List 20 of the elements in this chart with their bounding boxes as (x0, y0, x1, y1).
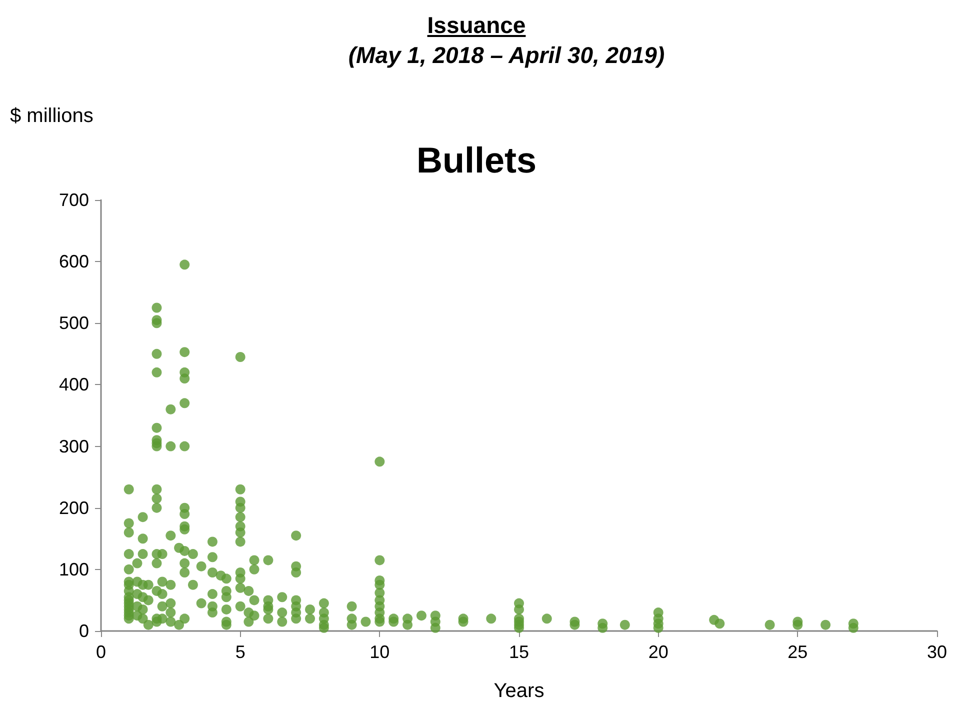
x-axis-title: Years (494, 680, 544, 702)
y-tick-label: 600 (58, 252, 89, 272)
y-tick-label: 700 (58, 190, 89, 210)
y-tick-label: 300 (58, 436, 89, 456)
text: Bullets (416, 140, 537, 180)
x-tick-label: 20 (648, 642, 668, 662)
chart-title: Issuance (426, 11, 527, 40)
y-tick-label: 200 (58, 498, 89, 518)
y-tick-label: 0 (78, 621, 89, 641)
y-axis-title: $ millions (10, 105, 94, 127)
chart-subtitle: (May 1, 2018 – April 30, 2019) (347, 41, 666, 70)
x-tick-label: 10 (370, 642, 390, 662)
y-tick-label: 100 (58, 559, 89, 580)
y-tick-label: 400 (58, 374, 89, 395)
x-tick-label: 25 (788, 642, 808, 662)
x-tick-label: 0 (96, 642, 106, 662)
x-tick-label: 5 (235, 642, 246, 662)
y-tick-label: 500 (58, 313, 89, 334)
x-tick-label: 30 (926, 642, 948, 662)
x-tick-label: 15 (508, 642, 530, 662)
